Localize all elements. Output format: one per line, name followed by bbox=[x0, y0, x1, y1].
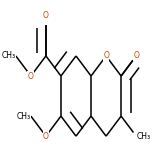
Text: O: O bbox=[133, 51, 139, 60]
Text: O: O bbox=[43, 132, 49, 141]
Text: CH₃: CH₃ bbox=[17, 112, 31, 121]
Text: O: O bbox=[28, 71, 34, 81]
Text: CH₃: CH₃ bbox=[136, 132, 150, 141]
Text: CH₃: CH₃ bbox=[2, 51, 16, 60]
Text: O: O bbox=[43, 11, 49, 20]
Text: O: O bbox=[103, 51, 109, 60]
